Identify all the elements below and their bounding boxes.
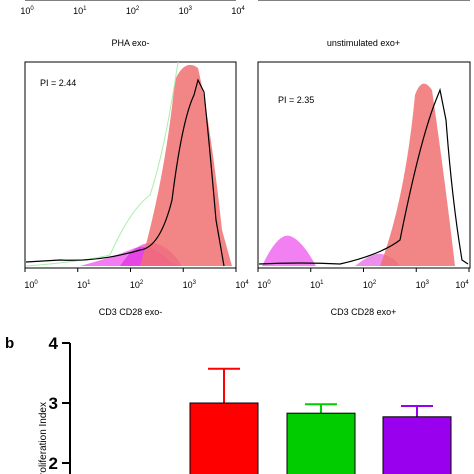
histogram-fill bbox=[262, 235, 316, 266]
x-tick-label: 102 bbox=[363, 280, 377, 290]
x-tick-label-base: 10 bbox=[363, 280, 373, 290]
top-tick-label-base: 10 bbox=[126, 6, 136, 16]
panel-title: unstimulated exo+ bbox=[327, 38, 400, 48]
y-tick-label: 3 bbox=[49, 394, 58, 413]
top-tick-label-base: 10 bbox=[231, 6, 241, 16]
y-tick-label: 2 bbox=[49, 454, 58, 473]
histogram-line bbox=[25, 78, 225, 267]
top-tick-label-exponent: 3 bbox=[189, 6, 193, 12]
x-tick-label: 104 bbox=[235, 280, 249, 290]
x-tick-label: 103 bbox=[183, 280, 197, 290]
top-tick-label: 101 bbox=[73, 6, 87, 16]
top-tick-label: 103 bbox=[179, 6, 193, 16]
x-axis-label: CD3 CD28 exo+ bbox=[331, 307, 397, 317]
histogram-fill bbox=[380, 83, 455, 266]
x-tick-label-exponent: 0 bbox=[34, 280, 38, 286]
bar bbox=[286, 412, 356, 474]
panel-title: PHA exo- bbox=[111, 38, 149, 48]
y-tick-label: 4 bbox=[49, 334, 59, 353]
x-tick-label-base: 10 bbox=[183, 280, 193, 290]
top-tick-label-base: 10 bbox=[20, 6, 30, 16]
histogram-line bbox=[25, 61, 179, 267]
x-tick-label-base: 10 bbox=[310, 280, 320, 290]
top-tick-label-exponent: 2 bbox=[136, 6, 140, 12]
x-tick-label-base: 10 bbox=[24, 280, 34, 290]
top-tick-label-base: 10 bbox=[179, 6, 189, 16]
panel-label: b bbox=[5, 335, 14, 352]
top-tick-label: 100 bbox=[20, 6, 34, 16]
x-tick-label: 100 bbox=[257, 280, 271, 290]
x-tick-label-exponent: 3 bbox=[426, 280, 430, 286]
x-tick-label-base: 10 bbox=[77, 280, 87, 290]
x-tick-label-exponent: 4 bbox=[245, 280, 249, 286]
x-tick-label-base: 10 bbox=[455, 280, 465, 290]
x-tick-label: 102 bbox=[130, 280, 144, 290]
x-tick-label: 101 bbox=[77, 280, 91, 290]
histogram-fill bbox=[140, 64, 232, 266]
x-tick-label-exponent: 0 bbox=[267, 280, 271, 286]
top-tick-label-exponent: 4 bbox=[241, 6, 245, 12]
x-tick-label-base: 10 bbox=[416, 280, 426, 290]
x-tick-label-base: 10 bbox=[257, 280, 267, 290]
top-tick-label-exponent: 1 bbox=[83, 6, 87, 12]
x-tick-label-base: 10 bbox=[235, 280, 245, 290]
x-tick-label-exponent: 1 bbox=[87, 280, 91, 286]
top-tick-label-base: 10 bbox=[73, 6, 83, 16]
pi-label: PI = 2.35 bbox=[278, 95, 314, 105]
x-tick-label: 100 bbox=[24, 280, 38, 290]
x-tick-label: 104 bbox=[455, 280, 469, 290]
x-tick-label: 101 bbox=[310, 280, 324, 290]
x-tick-label-exponent: 3 bbox=[193, 280, 197, 286]
bar bbox=[382, 416, 452, 474]
x-tick-label-exponent: 2 bbox=[373, 280, 377, 286]
x-tick-label-base: 10 bbox=[130, 280, 140, 290]
y-axis-label: Proliferation Index bbox=[38, 402, 49, 474]
pi-label: PI = 2.44 bbox=[40, 78, 76, 88]
top-tick-label: 102 bbox=[126, 6, 140, 16]
histogram-line bbox=[258, 87, 469, 265]
top-tick-label: 104 bbox=[231, 6, 245, 16]
x-tick-label-exponent: 2 bbox=[140, 280, 144, 286]
x-tick-label-exponent: 4 bbox=[465, 280, 469, 286]
x-tick-label-exponent: 1 bbox=[320, 280, 324, 286]
x-tick-label: 103 bbox=[416, 280, 430, 290]
x-axis-label: CD3 CD28 exo- bbox=[99, 307, 163, 317]
bar bbox=[189, 402, 259, 474]
top-tick-label-exponent: 0 bbox=[30, 6, 34, 12]
